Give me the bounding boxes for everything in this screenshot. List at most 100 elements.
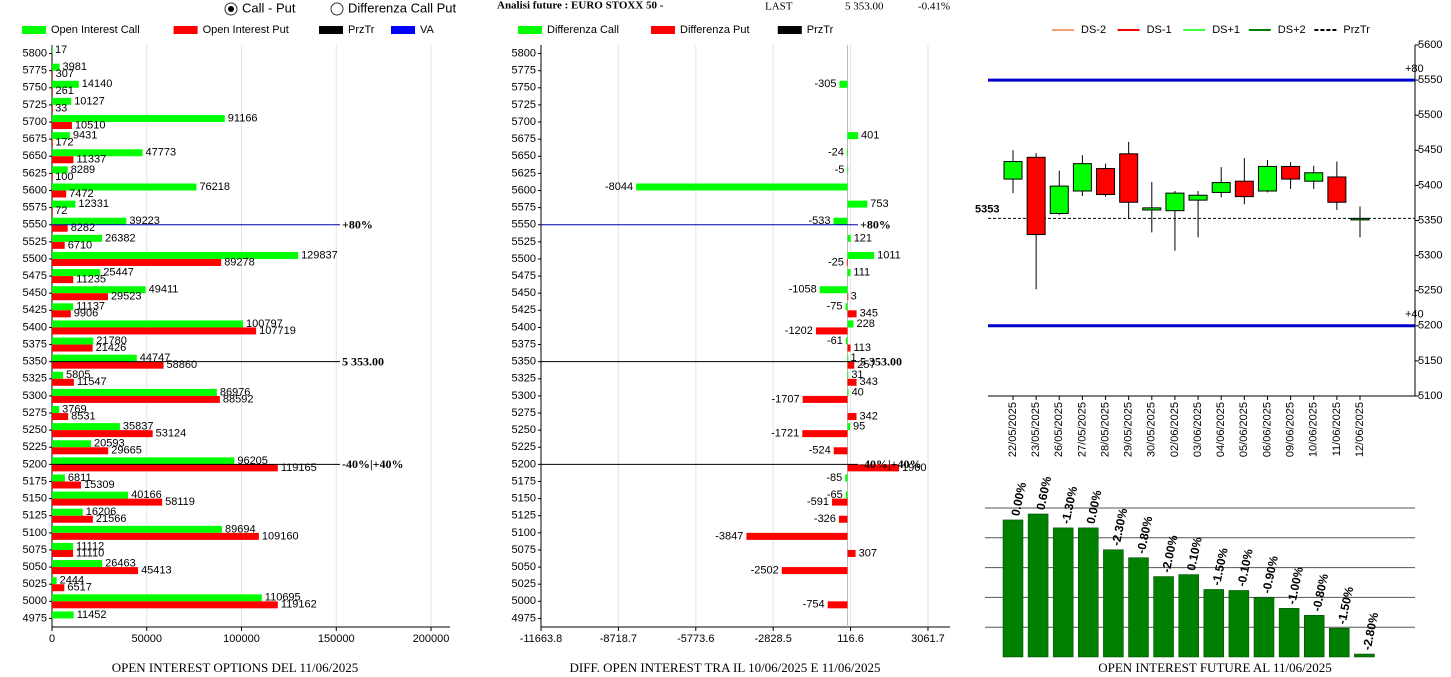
value-label: 109160 [262,530,299,542]
bar [52,515,93,523]
bar-annotation: -1.50% [1209,546,1231,586]
bar [52,224,68,232]
value-label: 9431 [73,130,97,142]
bar [847,464,900,472]
bar [847,132,859,140]
value-label: 89278 [224,256,255,268]
bar-annotation: -2.80% [1360,611,1382,651]
bar-annotation: -1.50% [1335,585,1357,625]
reference-label: +80 [1405,63,1424,75]
legend-label: DS+1 [1212,24,1240,36]
value-label: -1707 [772,393,800,405]
radio[interactable] [330,2,344,16]
bar [1228,590,1250,658]
bar [52,560,103,568]
y-tick-label: 5625 [512,167,536,179]
bar [1002,519,1024,658]
bar [1178,574,1199,658]
bar [846,149,848,157]
value-label: 11547 [77,376,107,388]
y-tick-label: 5675 [512,133,536,145]
bar [52,276,74,284]
value-label: 58860 [167,359,198,371]
y-tick-label: 5300 [512,390,536,402]
bar [52,149,143,157]
value-label: 3 [851,291,857,303]
y-tick-label: 5450 [23,287,47,299]
bar [52,156,74,164]
option-label[interactable]: Call - Put [242,0,296,15]
bar [52,361,164,369]
bar [52,464,278,472]
bar [52,207,53,215]
bar [52,139,53,147]
bar-annotation: 0.00% [1084,489,1105,526]
y-tick-label: 5750 [512,82,536,94]
value-label: 10127 [74,95,105,107]
value-label: 7472 [69,188,93,200]
value-label: 17 [55,44,67,56]
bar [1027,513,1049,658]
y-tick-label: 5100 [512,527,536,539]
option-label[interactable]: Differenza Call Put [348,0,457,15]
value-label: 25447 [103,266,134,278]
bar [52,601,278,609]
y-tick-label: 5225 [23,441,47,453]
value-label: 29523 [111,291,142,303]
bar [52,173,53,181]
bar [847,234,851,242]
y-tick-label: 5150 [512,493,536,505]
bar [802,395,848,403]
value-label: 20593 [94,438,125,450]
value-label: 11235 [76,273,106,285]
bar [831,498,848,506]
value-label: 3981 [63,61,87,73]
y-tick-label: 5725 [512,99,536,111]
last-value: 5 353.00 [845,1,884,13]
bar-annotation: -1.00% [1284,565,1306,605]
bar [815,327,848,335]
y-tick-label: 5300 [1418,250,1442,262]
bar [847,310,857,318]
value-label: 9906 [74,308,98,320]
value-label: 100797 [246,318,283,330]
value-label: -1058 [789,284,817,296]
x-tick-label: 22/05/2025 [1007,402,1019,457]
bar-annotation: 0.00% [1008,481,1029,518]
y-tick-label: 5650 [23,150,47,162]
y-tick-label: 5525 [512,236,536,248]
annotation: +80% [342,217,373,231]
annotation: 5 353.00 [342,354,384,368]
y-tick-label: 5750 [23,82,47,94]
candle-body [1003,161,1023,180]
value-label: 107719 [259,325,296,337]
y-tick-label: 5400 [512,321,536,333]
y-tick-label: 5575 [23,202,47,214]
bar [52,217,127,225]
bar [847,378,857,386]
legend-label: Differenza Put [680,24,750,36]
value-label: 100 [55,171,73,183]
value-label: 1 [851,352,857,364]
bar [847,361,855,369]
value-label: 76218 [199,181,230,193]
value-label: 6811 [68,472,92,484]
candle-body [1072,163,1092,192]
value-label: 401 [861,130,879,142]
value-label: 345 [860,308,878,320]
candle-body [1188,194,1208,201]
y-tick-label: 5275 [23,407,47,419]
y-tick-label: 4975 [512,612,536,624]
value-label: 5805 [66,369,90,381]
bar [52,286,146,294]
value-label: 11112 [76,540,104,552]
bar-annotation: -0.90% [1259,554,1281,594]
y-tick-label: 5425 [512,304,536,316]
bar [52,115,225,123]
header-title: Analisi future : EURO STOXX 50 - [497,0,664,12]
bar [52,457,235,465]
value-label: 40 [852,386,864,398]
y-tick-label: 5450 [1418,144,1442,156]
value-label: 121 [854,232,872,244]
bar [847,166,849,174]
